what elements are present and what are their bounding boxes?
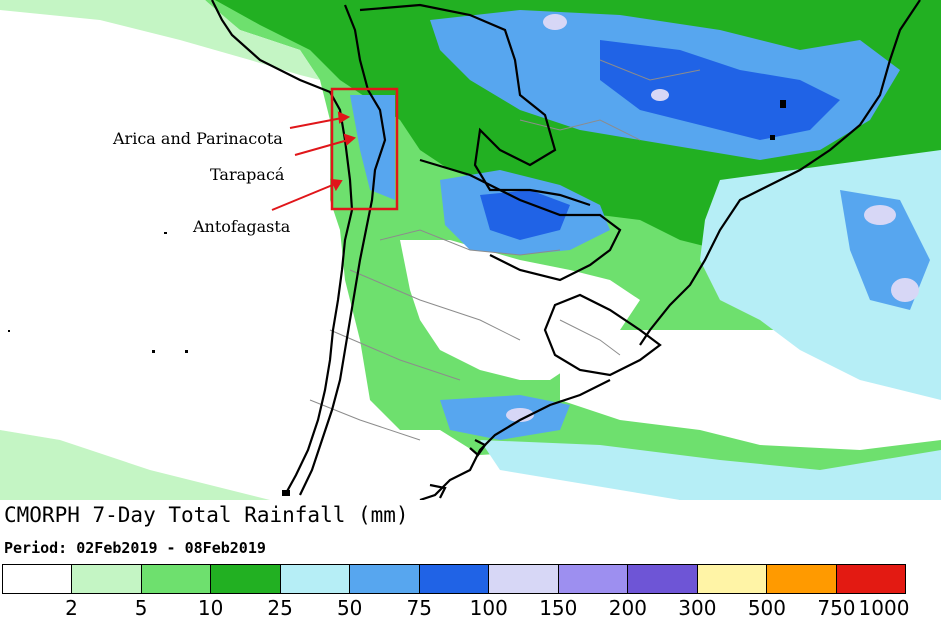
legend-swatch-2: [140, 564, 211, 594]
atlantic-coast-brazil: [639, 0, 921, 346]
label-tarapaca: Tarapacá: [210, 165, 285, 184]
coastlines: [211, 0, 921, 500]
pacific-coast: [211, 0, 354, 496]
legend-tick-label: 100: [469, 596, 508, 620]
label-arica-and-parinacota: Arica and Parinacota: [113, 129, 283, 148]
label-antofagasta: Antofagasta: [193, 217, 291, 236]
rain-zone-chile-north-blue: [350, 95, 395, 200]
legend-swatch-0: [2, 564, 72, 594]
rain-zone-south-ocean-lightblue: [480, 440, 941, 500]
legend-tick-label: 750: [817, 596, 856, 620]
legend-swatch-11: [766, 564, 836, 594]
legend-swatch-9: [627, 564, 697, 594]
highlight-box: [330, 87, 399, 211]
rain-zone-buenos-aires-blue: [440, 395, 570, 440]
brazil-bolivia-border: [359, 3, 591, 207]
andes-border: [299, 4, 387, 496]
legend-swatch-1: [71, 564, 141, 594]
arrow-antofagasta: [271, 183, 336, 211]
rain-spot-lavender-1: [543, 14, 567, 30]
arrow-tarapaca: [294, 139, 349, 156]
legend-ticks: 2 5 10 25 50 75 100 150 200 300 500 750 1000: [0, 596, 941, 623]
legend-swatch-7: [488, 564, 558, 594]
rain-spot-lavender-5: [651, 89, 669, 101]
rain-spot-lavender-2: [864, 205, 896, 225]
paraguay-border: [419, 158, 622, 282]
legend-tick-label: 25: [267, 596, 293, 620]
legend-tick-label: 2: [65, 596, 78, 620]
legend-tick-label: 1000: [858, 596, 910, 620]
rain-spot-lavender-4: [506, 408, 534, 422]
legend-tick-label: 300: [678, 596, 717, 620]
legend-tick-label: 5: [134, 596, 148, 620]
legend-tick-label: 50: [336, 596, 363, 620]
rain-zone-southwest-lightgreen: [0, 430, 270, 500]
legend-swatch-8: [557, 564, 628, 594]
rain-spot-lavender-3: [891, 278, 919, 302]
rainfall-map: [0, 0, 941, 500]
legend-tick-label: 10: [197, 596, 224, 620]
legend-swatch-10: [696, 564, 767, 594]
legend-swatch-12: [835, 564, 907, 594]
rainfall-field: [0, 0, 941, 500]
legend-tick-label: 75: [406, 596, 432, 620]
period-label: Period: 02Feb2019 - 08Feb2019: [4, 539, 266, 557]
island-fragments: [8, 100, 786, 496]
legend-swatch-3: [210, 564, 280, 594]
legend-tick-label: 150: [539, 596, 578, 620]
rain-zone-west-strip: [0, 0, 320, 80]
arrowhead-antofagasta: [330, 178, 343, 192]
legend-tick-label: 500: [747, 596, 787, 620]
arrow-arica: [289, 117, 343, 129]
annotation-arrows: [271, 111, 356, 211]
legend-swatch-6: [418, 564, 489, 594]
arrowhead-tarapaca: [343, 133, 356, 146]
legend-swatch-5: [349, 564, 419, 594]
political-borders: [309, 59, 701, 441]
legend-swatch-4: [279, 564, 350, 594]
map-title: CMORPH 7-Day Total Rainfall (mm): [4, 503, 409, 527]
color-legend: [2, 564, 907, 594]
uruguay-border: [543, 293, 662, 377]
arrowhead-arica: [337, 111, 351, 124]
legend-tick-label: 200: [608, 596, 647, 620]
rain-zone-amazon-darkblue: [600, 40, 840, 140]
rain-zone-paraguay-darkblue: [480, 190, 570, 240]
